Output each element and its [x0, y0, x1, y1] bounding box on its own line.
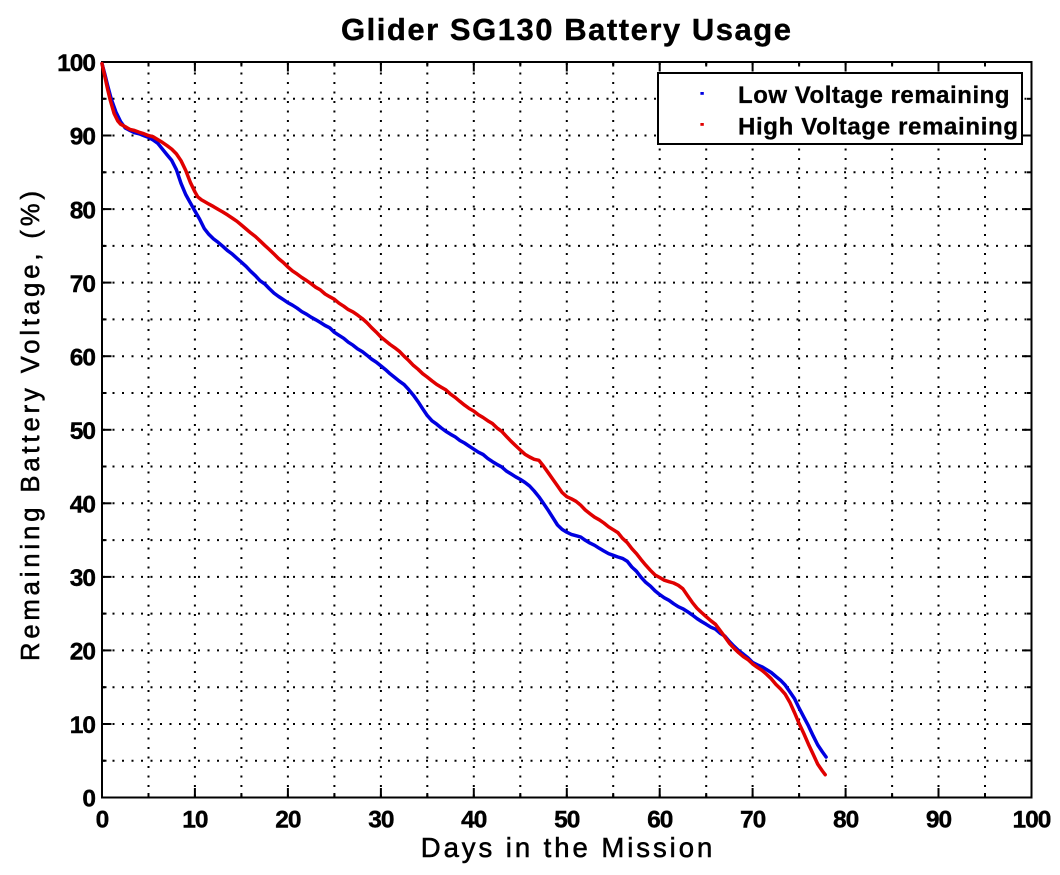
- svg-text:60: 60: [70, 344, 96, 371]
- svg-text:40: 40: [70, 492, 96, 519]
- svg-text:30: 30: [368, 807, 394, 834]
- svg-text:50: 50: [70, 418, 96, 445]
- svg-text:0: 0: [96, 807, 109, 834]
- svg-text:50: 50: [554, 807, 580, 834]
- svg-text:Days in the Mission: Days in the Mission: [421, 832, 713, 863]
- svg-text:80: 80: [833, 807, 859, 834]
- svg-text:Low Voltage remaining: Low Voltage remaining: [738, 82, 1010, 109]
- svg-text:Remaining Battery Voltage, (%): Remaining Battery Voltage, (%): [17, 191, 45, 661]
- svg-text:60: 60: [647, 807, 673, 834]
- svg-text:30: 30: [70, 565, 96, 592]
- svg-text:40: 40: [461, 807, 487, 834]
- svg-text:10: 10: [182, 807, 208, 834]
- svg-text:Glider SG130 Battery Usage: Glider SG130 Battery Usage: [341, 12, 791, 47]
- svg-text:70: 70: [70, 271, 96, 298]
- svg-text:80: 80: [70, 197, 96, 224]
- svg-text:100: 100: [57, 50, 95, 77]
- svg-text:70: 70: [740, 807, 766, 834]
- svg-text:90: 90: [70, 124, 96, 151]
- svg-text:High Voltage remaining: High Voltage remaining: [738, 114, 1018, 141]
- svg-text:100: 100: [1013, 807, 1051, 834]
- svg-text:10: 10: [70, 712, 96, 739]
- svg-text:0: 0: [82, 786, 95, 813]
- svg-text:20: 20: [70, 639, 96, 666]
- svg-text:20: 20: [275, 807, 301, 834]
- svg-text:90: 90: [926, 807, 952, 834]
